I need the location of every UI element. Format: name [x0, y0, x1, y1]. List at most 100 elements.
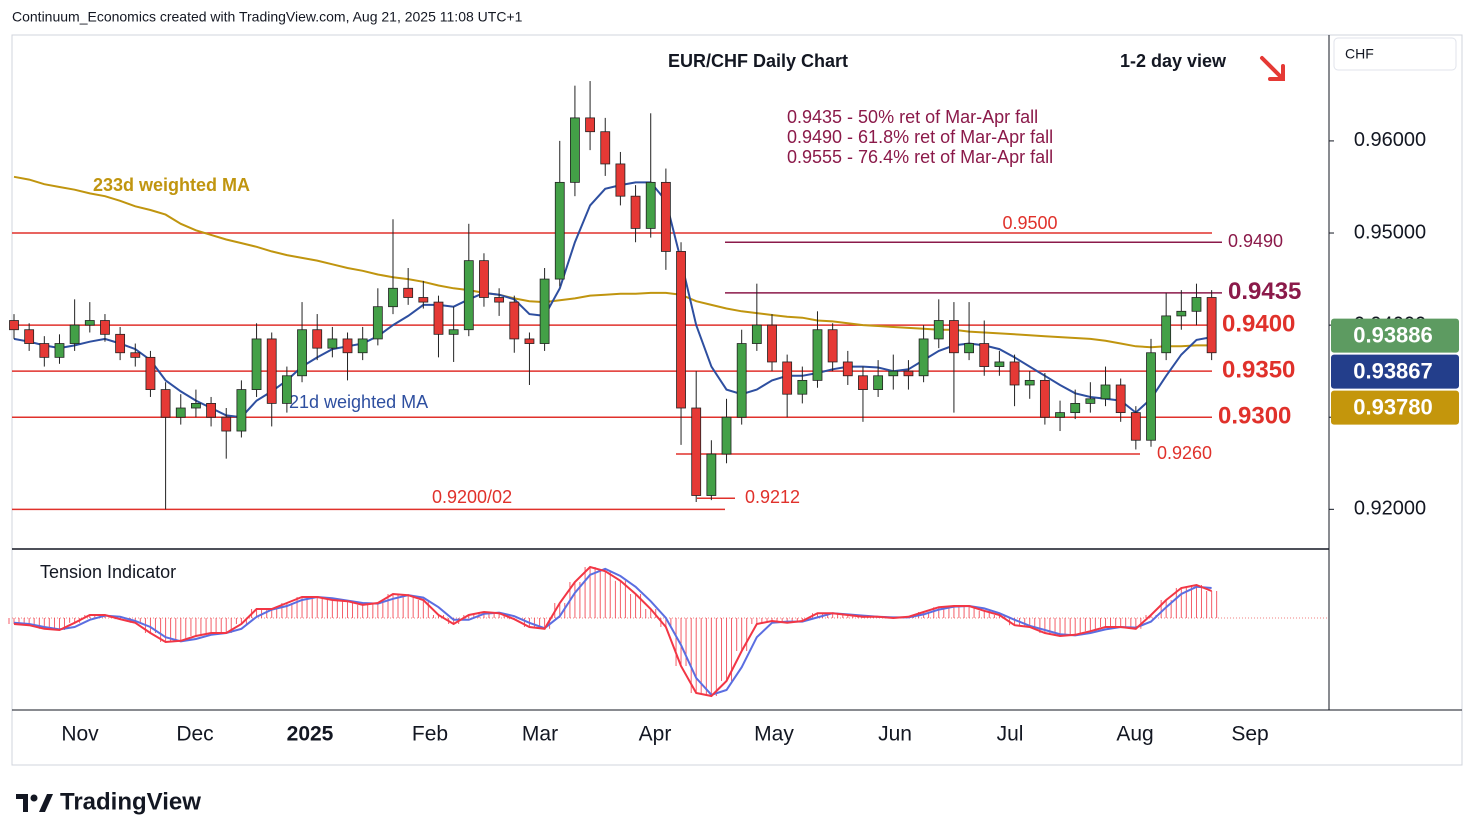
- candle-body: [9, 320, 19, 331]
- candle-body: [236, 389, 247, 432]
- candle-body: [266, 338, 277, 404]
- level-label: 0.9300: [1218, 403, 1291, 430]
- price-badge-label: 0.93867: [1353, 358, 1433, 383]
- candle-body: [676, 251, 686, 409]
- chart-title: EUR/CHF Daily Chart: [668, 51, 848, 71]
- candle-body: [54, 343, 65, 358]
- candle-body: [994, 361, 1005, 367]
- candle-body: [1206, 297, 1217, 354]
- candle-body: [645, 181, 656, 229]
- header: Continuum_Economics created with Trading…: [12, 9, 523, 25]
- y-tick-label: 0.92000: [1354, 498, 1426, 520]
- candle-body: [1024, 379, 1035, 386]
- price-badge: [1331, 318, 1459, 353]
- candle-body: [1176, 310, 1187, 317]
- footer-brand: TradingView: [60, 788, 201, 815]
- price-badge-label: 0.93886: [1353, 322, 1433, 347]
- candle-body: [221, 416, 232, 432]
- candle-body: [858, 375, 868, 390]
- candle-body: [1039, 379, 1050, 418]
- candle-body: [812, 329, 823, 381]
- candle-body: [357, 338, 368, 354]
- candle-body: [206, 403, 216, 418]
- candle-body: [24, 329, 35, 344]
- candle-body: [1191, 297, 1202, 312]
- currency-box[interactable]: [1333, 37, 1457, 71]
- annotation: 0.9490 - 61.8% ret of Mar-Apr fall: [787, 127, 1053, 147]
- level-label: 0.9350: [1222, 357, 1295, 384]
- x-tick-label: Sep: [1231, 723, 1268, 746]
- currency-label: CHF: [1345, 46, 1374, 62]
- candle-body: [827, 329, 838, 363]
- series-label: 233d weighted MA: [93, 175, 250, 195]
- candle-body: [84, 320, 95, 326]
- candle-body: [979, 343, 990, 367]
- level-label: 0.9500: [1002, 213, 1057, 233]
- candle-body: [388, 287, 398, 308]
- indicator-pane: [8, 565, 1329, 698]
- price-badge: [1331, 390, 1459, 425]
- x-tick-label: Apr: [639, 723, 672, 746]
- candle-body: [539, 278, 550, 344]
- candle-body: [115, 333, 126, 354]
- candle-body: [630, 195, 641, 229]
- tradingview-logo: [16, 794, 53, 812]
- candle-body: [615, 163, 626, 197]
- candle-body: [570, 117, 580, 183]
- candle-body: [888, 370, 899, 377]
- candle-body: [69, 324, 80, 344]
- y-tick-label: 0.95000: [1354, 221, 1426, 243]
- candle-body: [1055, 412, 1065, 418]
- candle-body: [39, 343, 50, 358]
- x-tick-label: Feb: [412, 723, 448, 746]
- candle-body: [175, 407, 186, 418]
- x-tick-label: May: [754, 723, 794, 746]
- view-label: 1-2 day view: [1120, 51, 1227, 71]
- level-label: 0.9400: [1222, 310, 1295, 337]
- candle-body: [1161, 315, 1172, 354]
- x-tick-label: Nov: [61, 723, 99, 746]
- price-badge-label: 0.93780: [1353, 394, 1433, 419]
- candle-body: [251, 338, 262, 390]
- candle-body: [327, 338, 338, 349]
- candle-body: [479, 260, 489, 298]
- annotation: 0.9435 - 50% ret of Mar-Apr fall: [787, 107, 1038, 127]
- candle-body: [1100, 384, 1111, 400]
- candle-body: [706, 453, 717, 496]
- x-tick-label: Jun: [878, 723, 912, 746]
- candle-body: [1009, 361, 1020, 386]
- candle-body: [1130, 412, 1141, 441]
- candle-body: [448, 329, 459, 335]
- x-tick-label: Aug: [1116, 723, 1153, 746]
- x-tick-label: Dec: [176, 723, 213, 746]
- x-tick-label: Mar: [522, 723, 558, 746]
- candle-body: [145, 356, 156, 390]
- candle-body: [1115, 384, 1126, 414]
- candle-body: [281, 375, 292, 404]
- candle-body: [933, 320, 944, 340]
- moving-average: [13, 175, 1212, 349]
- candle-body: [494, 297, 505, 303]
- candle-body: [767, 324, 777, 363]
- candle-body: [842, 361, 853, 377]
- candle-body: [949, 320, 959, 354]
- candle-body: [524, 338, 535, 344]
- candle-body: [509, 301, 520, 340]
- candle-body: [463, 260, 474, 331]
- candle-body: [873, 375, 884, 390]
- level-label: 0.9260: [1157, 443, 1212, 463]
- indicator-line: [13, 565, 1212, 698]
- candle-body: [191, 403, 201, 409]
- candle-body: [418, 297, 429, 303]
- level-label: 0.9435: [1228, 278, 1301, 305]
- candle-body: [736, 343, 747, 418]
- candle-body: [1070, 403, 1081, 414]
- candle-body: [100, 320, 110, 335]
- y-tick-label: 0.96000: [1354, 129, 1426, 151]
- price-badge: [1331, 354, 1459, 389]
- candle-body: [964, 343, 974, 354]
- candle-body: [903, 370, 914, 377]
- candle-body: [1085, 398, 1096, 404]
- candle-body: [554, 181, 565, 280]
